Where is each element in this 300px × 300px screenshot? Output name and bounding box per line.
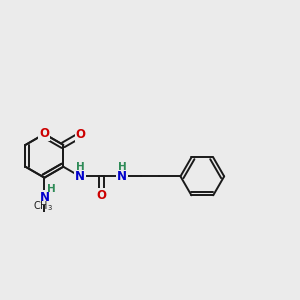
Text: CH$_3$: CH$_3$ <box>33 199 53 213</box>
Text: O: O <box>76 128 86 141</box>
Text: H: H <box>76 162 84 172</box>
Text: H: H <box>47 184 56 194</box>
Text: O: O <box>39 128 50 140</box>
Text: N: N <box>39 191 50 204</box>
Text: O: O <box>97 189 107 202</box>
Text: N: N <box>117 170 127 183</box>
Text: H: H <box>118 162 127 172</box>
Text: N: N <box>75 170 85 183</box>
